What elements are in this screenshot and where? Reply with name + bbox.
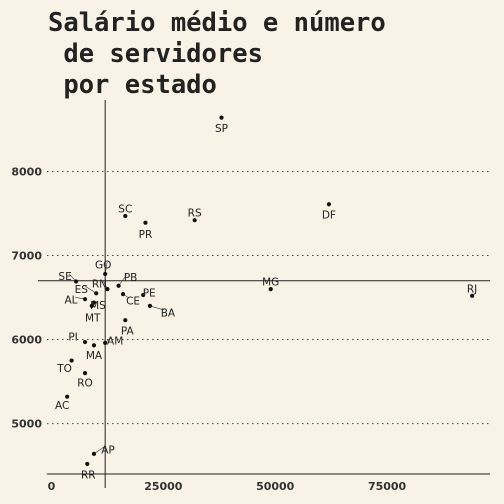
point-label-sc: SC xyxy=(118,203,132,215)
data-point-rj xyxy=(470,293,475,298)
point-label-se: SE xyxy=(58,271,71,283)
data-point-ro xyxy=(82,371,88,376)
data-point-df xyxy=(326,202,332,207)
data-point-pa xyxy=(123,318,128,323)
data-point-sc xyxy=(123,213,128,219)
title-line-1: Salário médio e número xyxy=(48,8,386,38)
point-label-ac: AC xyxy=(55,400,69,412)
data-point-sp xyxy=(219,115,224,120)
point-label-mt: MT xyxy=(85,312,101,324)
data-point-rs xyxy=(192,218,197,223)
point-label-pr: PR xyxy=(139,229,153,241)
y-tick-label: 5000 xyxy=(11,418,42,431)
data-point-go xyxy=(103,271,108,277)
x-tick-label: 0 xyxy=(48,480,56,493)
y-tick-label: 7000 xyxy=(11,249,42,262)
data-point-se xyxy=(73,279,79,284)
data-point-ce xyxy=(120,292,126,297)
point-leader-line xyxy=(149,305,165,311)
chart-title: Salário médio e número de servidores por… xyxy=(48,8,386,101)
data-point-mg xyxy=(268,287,273,292)
point-label-ce: CE xyxy=(126,296,140,308)
data-point-rr xyxy=(85,461,90,467)
point-label-rr: RR xyxy=(81,469,96,481)
x-tick-label: 50000 xyxy=(256,480,295,493)
data-point-pb xyxy=(116,283,121,288)
point-label-rs: RS xyxy=(188,208,202,220)
data-point-pr xyxy=(143,220,148,225)
point-label-pi: PI xyxy=(68,332,77,344)
point-label-to: TO xyxy=(56,363,72,375)
data-point-rn xyxy=(105,287,110,292)
point-label-ms: MS xyxy=(90,300,106,312)
data-point-to xyxy=(69,358,74,363)
y-tick-label: 8000 xyxy=(11,165,42,178)
title-line-3: por estado xyxy=(48,70,217,100)
point-label-sp: SP xyxy=(215,123,228,135)
point-label-pb: PB xyxy=(124,272,138,284)
point-leader-line xyxy=(85,286,97,294)
point-label-go: GO xyxy=(95,259,111,271)
y-tick-label: 6000 xyxy=(11,334,42,347)
data-point-ba xyxy=(147,303,153,309)
data-point-ms xyxy=(91,300,97,305)
data-point-ma xyxy=(91,343,97,348)
point-label-rj: RJ xyxy=(467,283,477,295)
point-label-pa: PA xyxy=(121,326,135,338)
data-point-ac xyxy=(65,394,70,399)
point-label-am: AM xyxy=(107,335,123,347)
point-label-es: ES xyxy=(75,284,89,296)
point-label-al: AL xyxy=(65,295,78,307)
data-point-mt xyxy=(89,303,94,309)
data-point-es xyxy=(94,291,99,296)
point-label-mg: MG xyxy=(262,277,279,289)
x-tick-label: 25000 xyxy=(144,480,183,493)
point-leader-line xyxy=(118,274,127,286)
data-point-al xyxy=(82,297,88,302)
data-point-ap xyxy=(91,451,97,456)
point-label-ba: BA xyxy=(161,307,176,319)
data-point-pe xyxy=(141,292,146,298)
point-label-df: DF xyxy=(322,210,336,222)
point-label-pe: PE xyxy=(143,287,156,299)
point-label-ma: MA xyxy=(86,350,103,362)
title-line-2: de servidores xyxy=(48,39,263,69)
data-point-pi xyxy=(82,339,88,345)
data-point-am xyxy=(103,340,108,345)
point-label-ap: AP xyxy=(101,444,115,456)
x-tick-label: 75000 xyxy=(368,480,407,493)
point-label-ro: RO xyxy=(77,378,93,390)
point-label-rn: RN xyxy=(92,279,107,291)
